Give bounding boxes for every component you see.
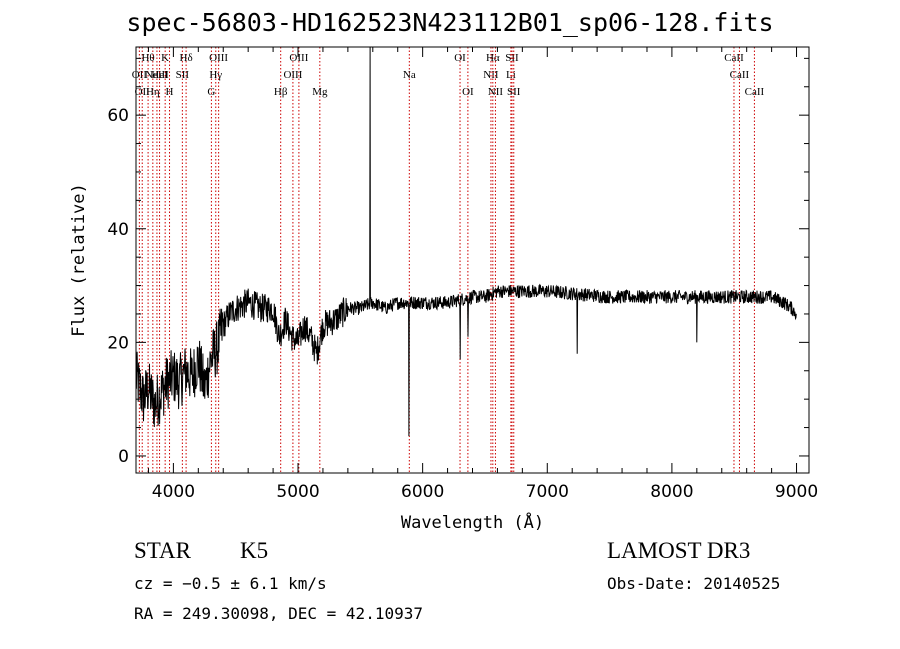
coordinates: RA = 249.30098, DEC = 42.10937 (134, 604, 423, 623)
x-tick-label: 7000 (526, 482, 569, 502)
y-tick-label: 60 (107, 106, 129, 126)
x-tick-label: 9000 (775, 482, 818, 502)
spectral-line-label: SII (507, 86, 521, 98)
spectral-line-label: Hα (486, 52, 500, 64)
spectral-line-label: Mg (312, 86, 328, 98)
spectral-line-label: NeIII (145, 69, 169, 81)
chart-title: spec-56803-HD162523N423112B01_sp06-128.f… (126, 8, 774, 37)
spectral-line-label: CaII (745, 86, 765, 98)
spectral-line-label: OI (454, 52, 466, 64)
spectral-line-label: SII (176, 69, 190, 81)
spectral-line-label: Hβ (274, 86, 288, 98)
spectral-line-label: Li (506, 69, 516, 81)
spectral-line-label: K (161, 52, 169, 64)
x-tick-label: 4000 (152, 482, 195, 502)
y-tick-label: 20 (107, 333, 129, 353)
spectral-line-label: OIII (289, 52, 308, 64)
spectral-line-label: Na (403, 69, 416, 81)
x-tick-label: 8000 (650, 482, 693, 502)
spectral-line-label: OI (462, 86, 474, 98)
spectral-line-label: Hγ (209, 69, 222, 81)
plot-frame (135, 46, 810, 474)
y-tick-label: 0 (118, 447, 129, 467)
redshift-value: cz = −0.5 ± 6.1 km/s (134, 574, 327, 593)
spectral-line-label: H (166, 86, 174, 98)
x-tick-label: 5000 (276, 482, 319, 502)
survey-name: LAMOST DR3 (607, 538, 751, 563)
y-tick-label: 40 (107, 220, 129, 240)
spectral-line-label: SII (505, 52, 519, 64)
spectral-line-label: OIII (283, 69, 302, 81)
object-subclass: K5 (240, 538, 269, 563)
spectral-line-label: Hδ (180, 52, 193, 64)
x-axis-label: Wavelength (Å) (401, 511, 544, 533)
spectral-line-label: Hη (146, 86, 160, 98)
spectral-line-label: OIII (209, 52, 228, 64)
spectral-line-label: NII (488, 86, 504, 98)
spectral-line-label: CaII (730, 69, 750, 81)
spectral-line-label: NII (483, 69, 499, 81)
observation-date: Obs-Date: 20140525 (607, 574, 781, 593)
spectral-line-label: HeI (151, 69, 168, 81)
x-tick-label: 6000 (401, 482, 444, 502)
spectral-line-label: OII (135, 86, 151, 98)
y-axis-label: Flux (relative) (69, 183, 89, 337)
spectral-line-label: Hθ (141, 52, 154, 64)
spectral-line-label: CaII (724, 52, 744, 64)
spectral-line-label: G (207, 86, 215, 98)
spectrum-line (135, 46, 797, 437)
object-class: STAR (134, 538, 191, 563)
